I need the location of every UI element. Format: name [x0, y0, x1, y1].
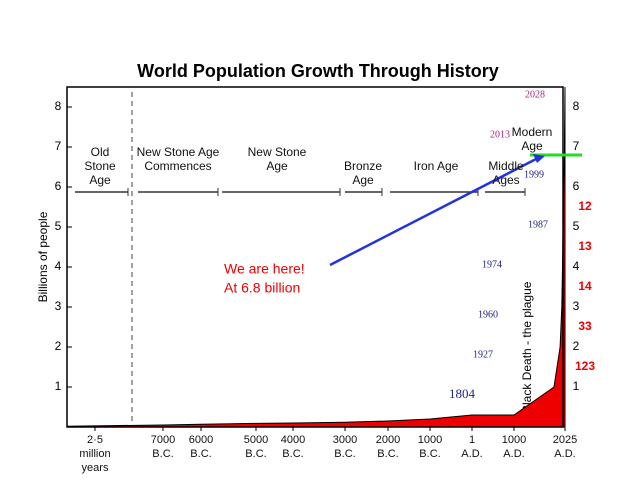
y-tick-label: 8 [55, 99, 62, 113]
milestone-label: 1927 [473, 349, 493, 360]
era-label: Modern Age [511, 125, 553, 153]
x-tick-label: 1 A.D. [461, 434, 483, 460]
x-tick-label: 7000 B.C. [150, 434, 176, 460]
y2-tick-label: 7 [573, 139, 580, 153]
x-tick-label: 6000 B.C. [188, 434, 214, 460]
event-label: Black Death - the plague [520, 281, 534, 413]
y-tick-label: 3 [55, 299, 62, 313]
y-tick-label: 7 [55, 139, 62, 153]
milestone-label: 1804 [449, 386, 476, 401]
milestone-label: 1974 [482, 259, 502, 270]
era-label: New Stone Age Commences [136, 145, 220, 173]
years-between: 12 [578, 199, 592, 213]
milestone-label: 2013 [490, 129, 510, 140]
y-axis-label: Billions of people [36, 211, 50, 302]
pointer-arrowhead [533, 154, 545, 163]
years-between: 13 [578, 239, 592, 253]
years-between: 33 [578, 319, 592, 333]
era-label: Bronze Age [343, 159, 383, 187]
population-area [66, 86, 566, 428]
y2-tick-label: 1 [573, 379, 580, 393]
y2-tick-label: 3 [573, 299, 580, 313]
y2-tick-label: 2 [573, 339, 580, 353]
x-tick-label: 1000 B.C. [417, 434, 443, 460]
x-tick-label: 3000 B.C. [332, 434, 358, 460]
era-label: Old Stone Age [84, 145, 116, 187]
x-tick-label: 5000 B.C. [243, 434, 269, 460]
era-label: Middle Ages [488, 159, 524, 187]
years-between: 123 [575, 359, 595, 373]
annotation-line2: At 6.8 billion [224, 280, 300, 296]
y-tick-label: 6 [55, 179, 62, 193]
milestone-label: 1960 [478, 309, 498, 320]
x-tick-label: 2·5 million years [79, 434, 111, 474]
y-tick-label: 4 [55, 259, 62, 273]
milestone-label: 1987 [528, 219, 548, 230]
era-label: New Stone Age [247, 145, 307, 173]
x-tick-label: 1000 A.D. [501, 434, 527, 460]
y2-tick-label: 5 [573, 219, 580, 233]
years-between: 14 [578, 279, 592, 293]
y-tick-label: 2 [55, 339, 62, 353]
x-tick-label: 2000 B.C. [375, 434, 401, 460]
plot-frame [66, 86, 564, 428]
y-tick-label: 1 [55, 379, 62, 393]
annotation-line1: We are here! [224, 261, 305, 277]
y-tick-label: 5 [55, 219, 62, 233]
y2-tick-label: 8 [573, 99, 580, 113]
pointer-arrow [329, 155, 541, 267]
milestone-label: 2028 [525, 89, 545, 100]
y2-tick-label: 4 [573, 259, 580, 273]
x-tick-label: 4000 B.C. [280, 434, 306, 460]
milestone-label: 1999 [524, 169, 544, 180]
chart-title: World Population Growth Through History [137, 61, 499, 81]
x-tick-label: 2025 A.D. [552, 434, 578, 460]
era-label: Iron Age [413, 159, 459, 173]
y2-tick-label: 6 [573, 179, 580, 193]
